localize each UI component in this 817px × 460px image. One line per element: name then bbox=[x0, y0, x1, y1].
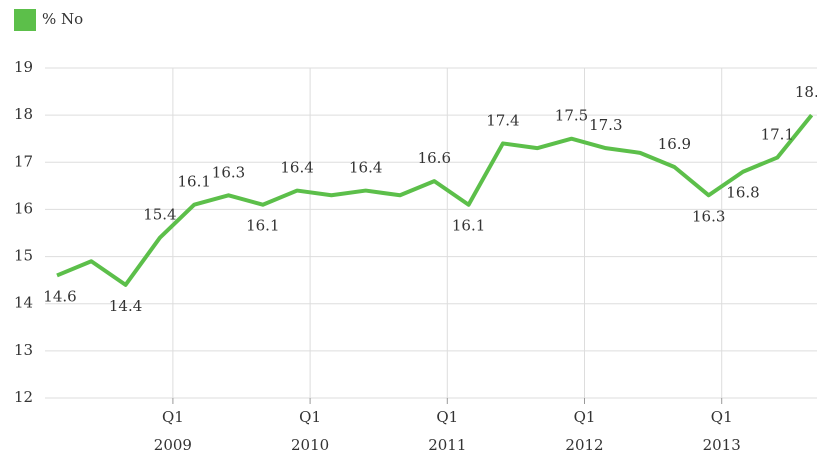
y-tick-label: 12 bbox=[14, 388, 33, 406]
y-tick-label: 14 bbox=[14, 294, 33, 312]
data-label: 16.1 bbox=[452, 217, 485, 235]
data-label: 16.9 bbox=[658, 135, 691, 153]
legend-label: % No bbox=[42, 10, 83, 28]
y-tick-label: 17 bbox=[14, 152, 33, 170]
data-label: 16.6 bbox=[418, 149, 451, 167]
data-label: 16.1 bbox=[246, 217, 279, 235]
x-tick-label: 2010 bbox=[291, 436, 329, 454]
data-label: 16.8 bbox=[726, 184, 759, 202]
x-tick-label: Q1 bbox=[162, 408, 184, 426]
data-label: 15.4 bbox=[143, 206, 176, 224]
x-tick-label: Q1 bbox=[711, 408, 733, 426]
x-tick-label: Q1 bbox=[574, 408, 596, 426]
data-label: 16.1 bbox=[177, 173, 210, 191]
x-tick-label: Q1 bbox=[299, 408, 321, 426]
data-label: 17.3 bbox=[589, 116, 622, 134]
data-label: 16.3 bbox=[212, 163, 245, 181]
data-label: 18.0 bbox=[795, 83, 817, 101]
data-label: 14.4 bbox=[109, 297, 142, 315]
data-label: 16.4 bbox=[280, 159, 313, 177]
y-tick-label: 13 bbox=[14, 341, 33, 359]
y-tick-label: 18 bbox=[14, 105, 33, 123]
x-tick-label: 2012 bbox=[565, 436, 603, 454]
y-tick-label: 19 bbox=[14, 58, 33, 76]
x-tick-label: 2009 bbox=[154, 436, 192, 454]
legend-swatch bbox=[14, 9, 36, 31]
data-label: 17.1 bbox=[761, 126, 794, 144]
x-tick-label: 2013 bbox=[703, 436, 741, 454]
x-tick-label: 2011 bbox=[428, 436, 466, 454]
data-label: 17.5 bbox=[555, 107, 588, 125]
data-label: 16.3 bbox=[692, 207, 725, 225]
y-tick-label: 15 bbox=[14, 247, 33, 265]
x-tick-label: Q1 bbox=[436, 408, 458, 426]
data-label: 17.4 bbox=[486, 111, 519, 129]
data-label: 14.6 bbox=[43, 287, 76, 305]
y-tick-label: 16 bbox=[14, 199, 33, 217]
data-label: 16.4 bbox=[349, 159, 382, 177]
data-line bbox=[56, 113, 814, 287]
